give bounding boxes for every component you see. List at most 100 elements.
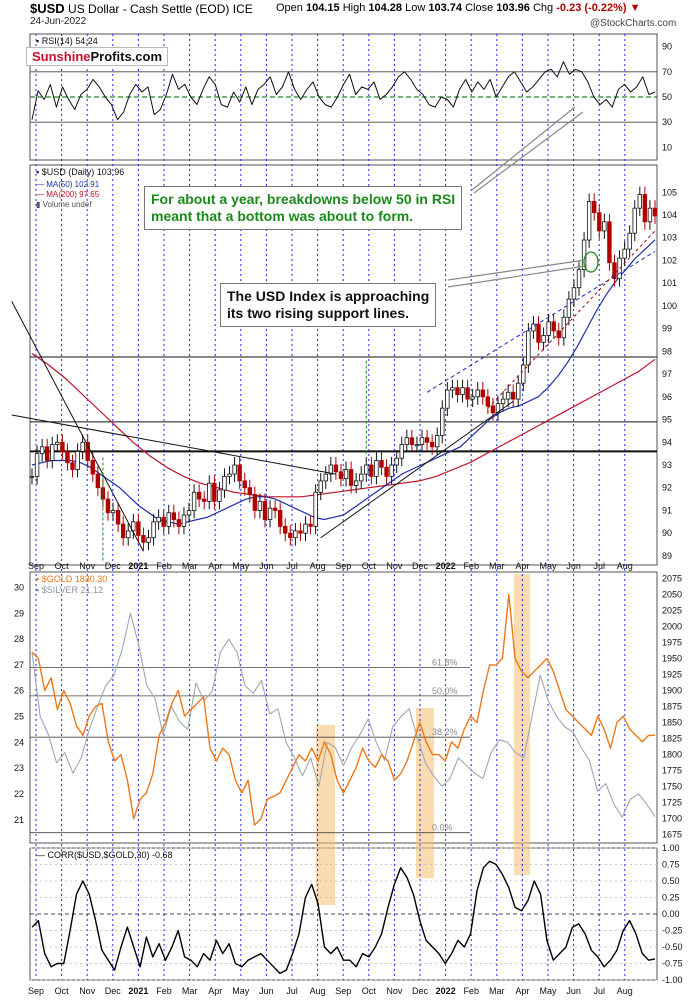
gold-legend: ▪ $GOLD 1830.30: [36, 574, 107, 584]
usd-candle-body: [353, 480, 359, 486]
usd-candle-body: [29, 475, 35, 478]
usd-candle-body: [115, 510, 121, 525]
usd-candle-body: [541, 335, 546, 343]
gold-line: [31, 593, 656, 826]
corr-tick-label: 0.50: [662, 876, 680, 886]
usd-candle-body: [536, 323, 541, 343]
silver-tick-label: 28: [14, 634, 24, 644]
usd-candle-body: [288, 532, 293, 539]
x-tick-label-top: 2022: [436, 561, 456, 571]
corr-legend: — CORR($USD,$GOLD,30) -0.68: [36, 850, 173, 860]
x-tick-label-top: 2021: [128, 561, 148, 571]
usd-candle-body: [50, 444, 55, 461]
usd-candle-body: [409, 437, 415, 445]
usd-candle-body: [359, 473, 364, 482]
usd-candle-body: [146, 537, 151, 543]
usd-candle-body: [627, 232, 632, 250]
usd-candle-body: [141, 535, 146, 543]
x-tick-label-bottom: Sep: [335, 986, 351, 996]
rsi-annotation-line1: For about a year, breakdowns below 50 in…: [151, 191, 456, 207]
usd-candle-body: [156, 516, 161, 523]
usd-tick-label: 102: [662, 255, 677, 265]
fib-label: 50.0%: [432, 686, 458, 696]
gold-tick-label: 1950: [662, 653, 682, 663]
usd-candle-body: [637, 194, 643, 209]
usd-candle-body: [338, 471, 344, 480]
gold-tick-label: 1850: [662, 718, 682, 728]
x-tick-label-top: Nov: [79, 561, 96, 571]
usd-candle-body: [70, 462, 75, 470]
usd-candle-body: [500, 398, 506, 405]
gold-tick-label: 1700: [662, 814, 682, 824]
usd-candle-body: [485, 396, 491, 407]
usd-candle-body: [429, 441, 435, 448]
usd-candle-body: [384, 466, 389, 477]
usd-candle-body: [369, 464, 374, 477]
corr-tick-label: -0.50: [662, 942, 683, 952]
usd-tick-label: 92: [662, 483, 672, 493]
usd-pointer-line: [447, 259, 586, 281]
x-tick-label-bottom: Aug: [310, 986, 326, 996]
rsi-line: [31, 61, 656, 121]
x-tick-label-bottom: Apr: [208, 986, 222, 996]
x-tick-label-bottom: Oct: [55, 986, 70, 996]
usd-candle-body: [526, 330, 531, 366]
support-touch-circle: [583, 251, 599, 273]
x-tick-label-top: Feb: [156, 561, 172, 571]
gold-tick-label: 1775: [662, 766, 682, 776]
usd-candle-body: [389, 464, 394, 477]
usd-candle-body: [470, 396, 475, 400]
usd-candle-body: [328, 464, 334, 475]
usd-tick-label: 100: [662, 301, 677, 311]
usd-candle-body: [166, 512, 171, 527]
silver-tick-label: 21: [14, 815, 24, 825]
usd-candle-body: [176, 519, 182, 527]
usd-candle-body: [110, 510, 116, 514]
usd-candle-body: [333, 464, 339, 473]
silver-tick-label: 30: [14, 582, 24, 592]
usd-candle-body: [202, 498, 207, 502]
x-tick-label-bottom: Mar: [489, 986, 505, 996]
usd-tick-label: 104: [662, 210, 677, 220]
usd-candle-body: [566, 298, 572, 318]
usd-candle-body: [394, 457, 399, 466]
falling-trendline: [11, 301, 144, 552]
usd-candle-body: [293, 530, 298, 539]
usd-candle-body: [571, 287, 577, 300]
usd-candle-body: [460, 387, 465, 395]
usd-candle-body: [556, 330, 561, 339]
corr-tick-label: -1.00: [662, 975, 683, 985]
usd-candle-body: [85, 441, 90, 461]
usd-candle-body: [303, 523, 308, 534]
x-tick-label-bottom: Jun: [259, 986, 274, 996]
usd-tick-label: 97: [662, 369, 672, 379]
usd-pointer-line-2: [447, 265, 586, 288]
silver-tick-label: 24: [14, 737, 24, 747]
usd-candle-body: [424, 437, 430, 443]
usd-tick-label: 93: [662, 460, 672, 470]
x-tick-label-top: Sep: [335, 561, 351, 571]
rsi-pointer-line-2: [473, 111, 584, 194]
usd-candle-body: [597, 212, 602, 232]
x-tick-label-bottom: Feb: [156, 986, 172, 996]
usd-candle-body: [419, 437, 425, 445]
usd-candle-body: [308, 523, 313, 527]
usd-candle-body: [196, 491, 202, 500]
fib-label: 61.8%: [432, 657, 458, 667]
rsi-tick-label: 90: [662, 42, 672, 52]
usd-candle-body: [207, 482, 212, 502]
usd-candle-body: [222, 475, 227, 491]
usd-candle-body: [95, 473, 101, 489]
silver-tick-label: 29: [14, 608, 24, 618]
fib-label: 0.0%: [432, 823, 453, 833]
x-tick-label-bottom: 2021: [128, 986, 148, 996]
rsi-annotation: For about a year, breakdowns below 50 in…: [144, 186, 463, 230]
usd-candle-body: [277, 510, 283, 527]
fib-label: 38.2%: [432, 727, 458, 737]
usd-candle-body: [242, 480, 247, 489]
x-tick-label-bottom: Mar: [182, 986, 198, 996]
usd-candle-body: [399, 444, 404, 459]
x-tick-label-bottom: Apr: [515, 986, 529, 996]
corr-tick-label: 0.00: [662, 909, 680, 919]
x-tick-label-top: Apr: [515, 561, 529, 571]
